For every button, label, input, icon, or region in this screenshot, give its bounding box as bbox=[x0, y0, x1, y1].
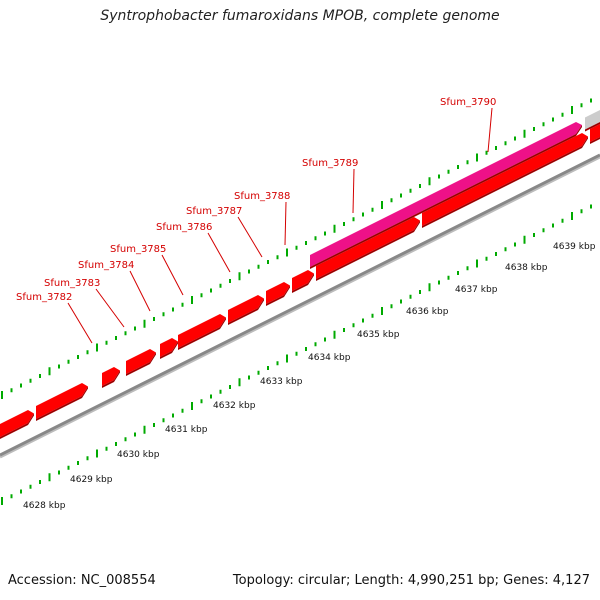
genome-summary-text: Topology: circular; Length: 4,990,251 bp… bbox=[232, 573, 590, 588]
gene-label: Sfum_3790 bbox=[440, 97, 496, 108]
leader-line bbox=[95, 288, 125, 328]
gene-block-gray-bevel bbox=[585, 116, 600, 132]
gene-block bbox=[422, 133, 588, 228]
kbp-label: 4629 kbp bbox=[70, 475, 113, 485]
gene-block-pink-bevel bbox=[310, 125, 582, 269]
kbp-label: 4631 kbp bbox=[165, 425, 208, 435]
backbone-shadow bbox=[0, 155, 600, 459]
kbp-label: 4638 kbp bbox=[505, 263, 548, 273]
gene-block bbox=[590, 124, 600, 144]
gene-label: Sfum_3789 bbox=[302, 158, 358, 169]
gene-block-bevel bbox=[422, 136, 588, 228]
gene-block-body bbox=[36, 383, 88, 419]
leader-line bbox=[237, 216, 263, 258]
gene-block bbox=[228, 295, 264, 325]
gene-block-body bbox=[160, 338, 178, 357]
gene-label: Sfum_3788 bbox=[234, 191, 290, 202]
gene-block bbox=[0, 410, 34, 439]
gene-block-body bbox=[266, 282, 290, 304]
gene-block-bevel bbox=[36, 386, 88, 421]
gene-block-bevel bbox=[292, 273, 314, 293]
gene-block-body bbox=[126, 349, 156, 374]
backbone-line bbox=[0, 153, 600, 457]
kbp-label: 4634 kbp bbox=[308, 353, 351, 363]
gene-label: Sfum_3784 bbox=[78, 260, 134, 271]
leader-line bbox=[67, 302, 93, 344]
gene-block-pink bbox=[310, 122, 582, 269]
kbp-labels: 4628 kbp 4629 kbp 4630 kbp 4631 kbp 4632 kbp… bbox=[23, 242, 596, 511]
gene-block-bevel bbox=[178, 317, 226, 350]
genome-backbone bbox=[0, 153, 600, 459]
gene-block-body bbox=[228, 295, 264, 323]
gene-block-body bbox=[590, 124, 600, 142]
accession-text: Accession: NC_008554 bbox=[8, 573, 156, 588]
gene-label: Sfum_3782 bbox=[16, 292, 72, 303]
gene-label: Sfum_3785 bbox=[110, 244, 166, 255]
leader-line bbox=[284, 201, 287, 246]
gene-block-body bbox=[178, 314, 226, 348]
gene-block-bevel bbox=[228, 298, 264, 325]
upper-tick-track bbox=[1, 98, 592, 399]
kbp-label: 4633 kbp bbox=[260, 377, 303, 387]
gene-block-body bbox=[292, 270, 314, 291]
gene-block bbox=[266, 282, 290, 306]
kbp-label: 4628 kbp bbox=[23, 501, 66, 511]
gene-block-bevel bbox=[590, 130, 600, 144]
gene-block-gray bbox=[585, 110, 600, 132]
gene-block-bevel bbox=[316, 220, 420, 281]
gene-block-bevel bbox=[160, 341, 178, 359]
gene-block-bevel bbox=[266, 285, 290, 306]
kbp-label: 4637 kbp bbox=[455, 285, 498, 295]
leader-line bbox=[487, 107, 493, 153]
kbp-label: 4632 kbp bbox=[213, 401, 256, 411]
gene-block-body bbox=[316, 217, 420, 279]
gene-block bbox=[36, 383, 88, 421]
leader-line bbox=[207, 232, 231, 273]
gene-block-body bbox=[422, 133, 588, 226]
gene-block bbox=[126, 349, 156, 376]
gene-block bbox=[160, 338, 178, 359]
gene-block bbox=[178, 314, 226, 350]
gene-block-bevel bbox=[102, 370, 120, 388]
gene-block-bevel bbox=[126, 352, 156, 376]
kbp-label: 4639 kbp bbox=[553, 242, 596, 252]
gene-label: Sfum_3787 bbox=[186, 206, 242, 217]
gene-block-pink-body bbox=[310, 122, 582, 267]
gene-label: Sfum_3783 bbox=[44, 278, 100, 289]
gene-track bbox=[0, 110, 600, 439]
gene-block-body bbox=[102, 367, 120, 386]
gene-label: Sfum_3786 bbox=[156, 222, 212, 233]
kbp-label: 4636 kbp bbox=[406, 307, 449, 317]
gene-block-bevel bbox=[0, 413, 34, 439]
kbp-label: 4635 kbp bbox=[357, 330, 400, 340]
leader-line bbox=[161, 254, 184, 296]
gene-block-gray-body bbox=[585, 110, 600, 130]
gene-block bbox=[102, 367, 120, 388]
gene-labels: Sfum_3782 Sfum_3783 Sfum_3784 Sfum_3785 Sfum… bbox=[16, 97, 496, 303]
gene-block-body bbox=[0, 410, 34, 437]
leader-line bbox=[129, 270, 151, 312]
lower-tick-track bbox=[1, 204, 592, 505]
label-leader-lines bbox=[67, 107, 493, 344]
gene-block bbox=[316, 217, 420, 281]
leader-line bbox=[352, 168, 355, 214]
kbp-label: 4630 kbp bbox=[117, 450, 160, 460]
genome-title: Syntrophobacter fumaroxidans MPOB, compl… bbox=[100, 8, 500, 24]
gene-block bbox=[292, 270, 314, 293]
